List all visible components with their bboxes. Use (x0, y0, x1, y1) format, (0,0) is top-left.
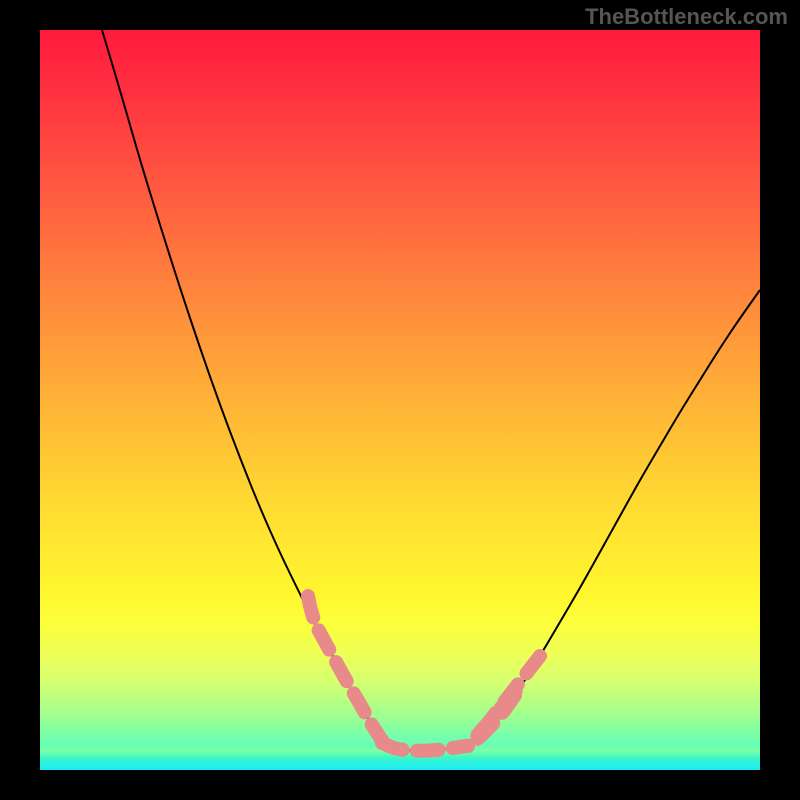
dots-valley (382, 743, 468, 751)
curve-right-branch (466, 290, 760, 746)
dots-left (308, 596, 382, 740)
curve-left-branch (102, 30, 385, 744)
watermark-text: TheBottleneck.com (585, 4, 788, 30)
plot-area (40, 30, 760, 770)
dot-overlay-group (308, 596, 540, 751)
dots-right (468, 656, 540, 746)
curve-svg (40, 30, 760, 770)
